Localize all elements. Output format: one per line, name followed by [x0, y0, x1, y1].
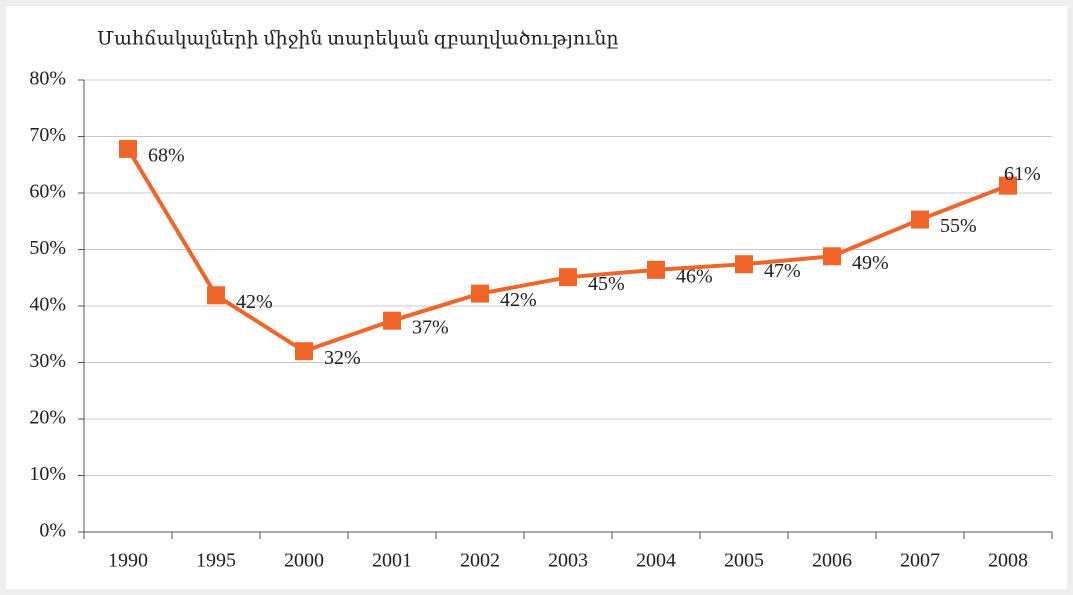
y-tick-label: 10%: [29, 463, 66, 485]
y-tick-label: 60%: [29, 181, 66, 203]
chart-area: [6, 6, 1067, 589]
x-tick-label: 2002: [460, 550, 500, 572]
x-tick-label: 2006: [812, 550, 852, 572]
x-tick-label: 2008: [988, 550, 1028, 572]
marker: [735, 255, 753, 274]
x-tick-label: 1995: [196, 550, 236, 572]
y-tick-label: 0%: [39, 520, 66, 542]
marker: [823, 247, 841, 266]
y-tick-label: 80%: [29, 68, 66, 90]
data-label: 45%: [588, 273, 625, 295]
marker: [295, 342, 313, 361]
data-label: 42%: [236, 291, 273, 313]
data-label: 68%: [148, 145, 185, 167]
data-label: 42%: [500, 289, 537, 311]
x-tick-label: 2001: [372, 550, 412, 572]
marker: [647, 260, 665, 279]
x-tick-label: 2003: [548, 550, 588, 572]
y-tick-label: 40%: [29, 294, 66, 316]
y-tick-label: 20%: [29, 407, 66, 429]
data-label: 49%: [852, 252, 889, 274]
data-label: 47%: [764, 260, 801, 282]
data-label: 37%: [412, 316, 449, 338]
x-tick-label: 2004: [636, 550, 676, 572]
marker: [999, 176, 1017, 195]
x-tick-label: 1990: [108, 550, 148, 572]
x-tick-label: 2000: [284, 550, 324, 572]
data-label: 61%: [1004, 163, 1041, 185]
chart-title: Մահճակալների միջին տարեկան զբաղվածությու…: [97, 28, 619, 49]
marker: [471, 284, 489, 303]
marker: [119, 139, 137, 158]
y-tick-label: 30%: [29, 350, 66, 372]
x-tick-label: 2007: [900, 550, 940, 572]
y-tick-label: 50%: [29, 237, 66, 259]
data-label: 46%: [676, 265, 713, 287]
marker: [911, 210, 929, 229]
data-label: 32%: [324, 347, 361, 369]
marker: [559, 268, 577, 287]
x-tick-label: 2005: [724, 550, 764, 572]
y-tick-label: 70%: [29, 124, 66, 146]
marker: [207, 286, 225, 305]
data-label: 55%: [940, 215, 977, 237]
marker: [383, 311, 401, 330]
